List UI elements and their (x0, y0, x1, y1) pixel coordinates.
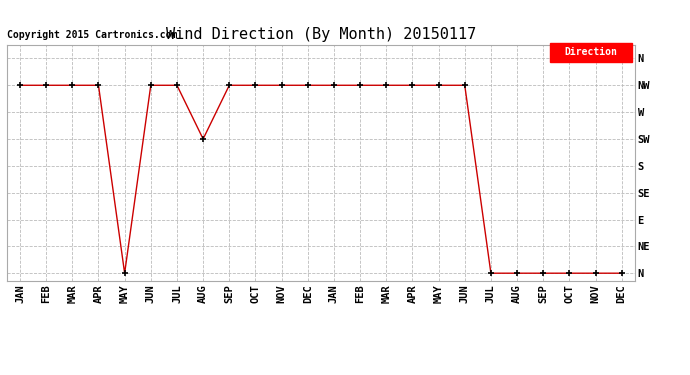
Text: Direction: Direction (564, 47, 618, 57)
Title: Wind Direction (By Month) 20150117: Wind Direction (By Month) 20150117 (166, 27, 476, 42)
Text: Copyright 2015 Cartronics.com: Copyright 2015 Cartronics.com (7, 30, 177, 40)
FancyBboxPatch shape (550, 43, 631, 62)
